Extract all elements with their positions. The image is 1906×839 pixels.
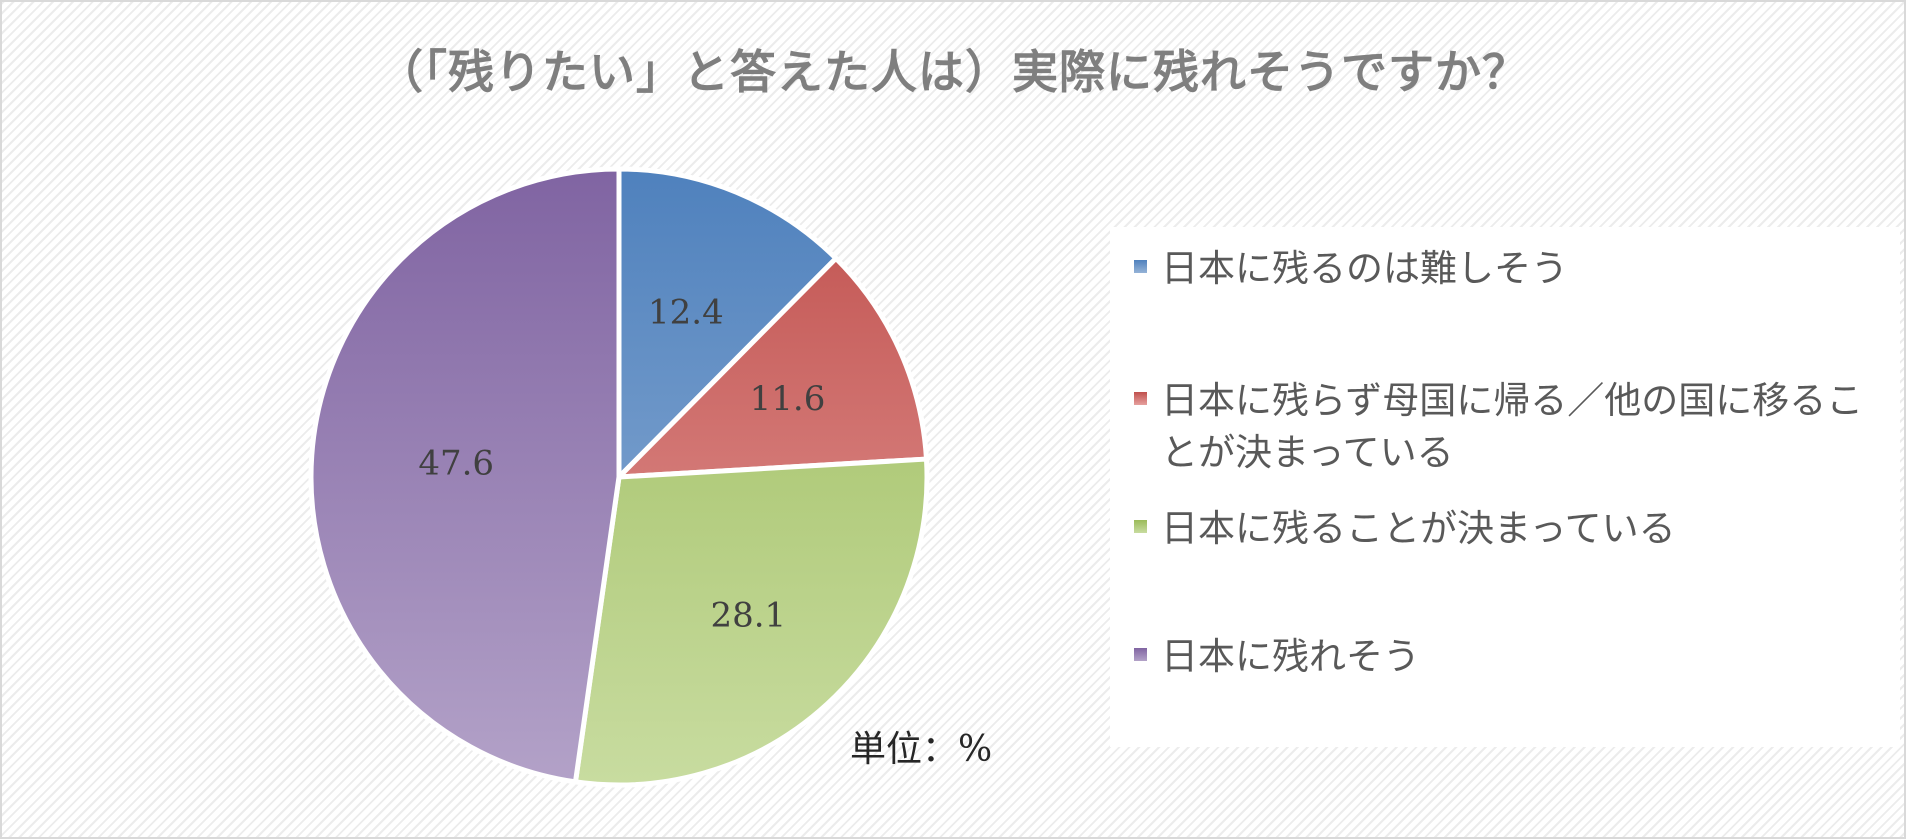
chart-title: （「残りたい」と答えた人は）実際に残れそうですか？ [377, 45, 1529, 99]
data-label-1: 12.4 [648, 293, 724, 333]
legend: 日本に残るのは難しそう日本に残らず母国に帰る／他の国に移ることが決まっている日本… [1110, 227, 1900, 747]
legend-item-4: 日本に残れそう [1134, 631, 1881, 683]
legend-label: 日本に残ることが決まっている [1161, 507, 1676, 550]
data-label-2: 11.6 [750, 379, 826, 419]
legend-swatch [1134, 520, 1147, 533]
legend-swatch [1134, 392, 1147, 405]
data-label-3: 28.1 [710, 596, 786, 636]
legend-item-1: 日本に残るのは難しそう [1134, 243, 1881, 295]
legend-label: 日本に残らず母国に帰る／他の国に移ることが決まっている [1161, 379, 1864, 474]
legend-swatch [1134, 648, 1147, 661]
legend-swatch [1134, 260, 1147, 273]
legend-label: 日本に残れそう [1161, 635, 1420, 678]
legend-label: 日本に残るのは難しそう [1161, 247, 1568, 290]
pie-slice-4 [308, 166, 622, 785]
pie-slice-1 [616, 166, 839, 480]
legend-item-3: 日本に残ることが決まっている [1134, 503, 1881, 555]
pie-slice-3 [572, 456, 930, 788]
unit-label: 単位：% [850, 729, 993, 770]
legend-item-2: 日本に残らず母国に帰る／他の国に移ることが決まっている [1134, 375, 1881, 479]
pie-slice-2 [616, 255, 929, 480]
data-label-4: 47.6 [418, 443, 494, 483]
pie-chart: 12.4 11.6 28.1 47.6 [308, 166, 930, 788]
